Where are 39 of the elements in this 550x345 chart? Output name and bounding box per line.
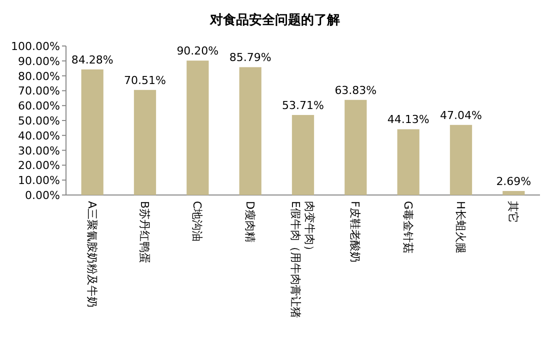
y-tick-label: 0.00%: [25, 189, 60, 202]
x-tick-label: D瘦肉精: [243, 201, 256, 242]
y-tick-label: 70.00%: [18, 84, 60, 98]
y-tick-label: 30.00%: [18, 144, 60, 158]
bar: [186, 60, 209, 195]
x-tick-label: H长蛆火腿: [454, 201, 467, 254]
bar: [344, 100, 367, 195]
data-label: 84.28%: [71, 53, 114, 66]
x-tick-label: E假牛肉（用牛肉膏让猪肉变牛肉）: [289, 201, 316, 318]
y-tick-label: 10.00%: [18, 174, 60, 188]
y-tick-label: 50.00%: [18, 114, 60, 128]
chart-title: 对食品安全问题的了解: [209, 12, 340, 28]
bar: [502, 190, 525, 195]
bar: [239, 67, 262, 195]
data-label: 53.71%: [282, 98, 324, 112]
data-label: 44.13%: [387, 113, 430, 126]
x-tick-label: B苏丹红鸭蛋: [138, 201, 151, 264]
data-label: 85.79%: [229, 51, 272, 64]
bar: [292, 114, 314, 195]
x-tick-label: A三聚氰胺奶粉及牛奶: [85, 201, 98, 308]
x-tick-label: 其它: [506, 201, 520, 223]
y-tick-label: 40.00%: [18, 129, 60, 142]
y-tick-label: 100.00%: [11, 40, 60, 53]
y-tick-label: 90.00%: [18, 54, 60, 68]
x-tick-label: C地沟油: [190, 201, 204, 242]
y-tick-label: 60.00%: [18, 100, 60, 113]
x-tick-label: F皮鞋老酸奶: [348, 201, 362, 262]
data-label: 63.83%: [334, 84, 377, 97]
bar: [397, 129, 420, 195]
data-label: 70.51%: [124, 74, 166, 87]
y-tick-label: 20.00%: [18, 159, 60, 172]
bar: [134, 90, 156, 195]
data-label: 47.04%: [440, 108, 482, 122]
data-label: 90.20%: [176, 44, 219, 58]
x-tick-label: G毒金针菇: [401, 201, 414, 254]
bar: [450, 124, 472, 195]
y-tick-label: 80.00%: [18, 70, 60, 83]
bar: [81, 69, 104, 195]
data-label: 2.69%: [496, 174, 532, 188]
